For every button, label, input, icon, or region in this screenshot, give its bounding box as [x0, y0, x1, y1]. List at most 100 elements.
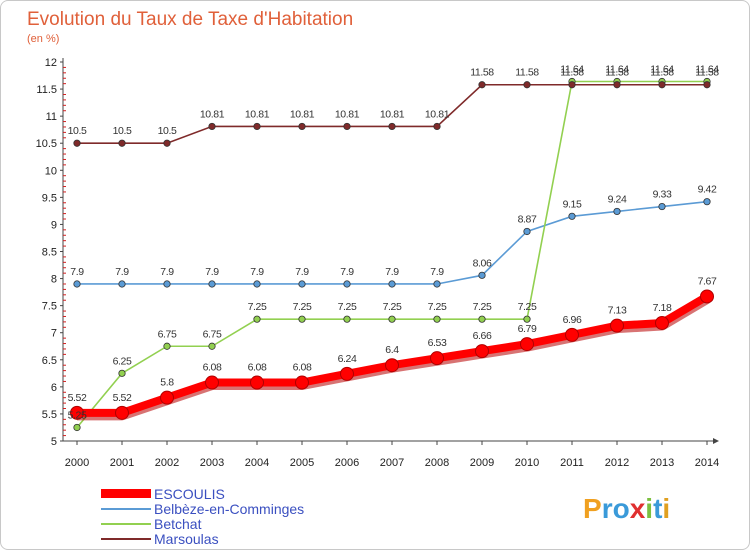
x-tick-label: 2010	[515, 457, 539, 469]
data-label: 6.79	[518, 323, 537, 335]
data-point	[340, 366, 354, 381]
data-label: 6.08	[203, 362, 222, 374]
y-tick-label: 8.5	[42, 247, 57, 259]
data-point	[343, 280, 351, 288]
data-label: 11.58	[695, 67, 719, 79]
data-label: 6.08	[293, 362, 312, 374]
data-point	[388, 280, 396, 288]
x-tick-label: 2013	[650, 457, 674, 469]
data-label: 7.25	[428, 301, 447, 313]
data-point	[700, 289, 714, 304]
x-axis-arrow	[713, 438, 719, 444]
data-label: 7.9	[205, 266, 219, 278]
data-point	[70, 405, 84, 420]
series-escoulis	[70, 289, 714, 421]
data-label: 10.81	[290, 108, 315, 120]
legend-label: Marsoulas	[154, 531, 219, 547]
data-label: 6.53	[428, 337, 447, 349]
data-label: 9.33	[653, 189, 672, 201]
data-point	[163, 139, 171, 147]
data-label: 8.87	[518, 213, 537, 225]
data-point	[523, 315, 531, 323]
y-tick-label: 10.5	[36, 138, 57, 150]
data-label: 9.15	[563, 198, 582, 210]
chart-subtitle: (en %)	[27, 33, 59, 45]
x-tick-label: 2014	[695, 457, 719, 469]
data-point	[118, 280, 126, 288]
data-point	[250, 375, 264, 390]
data-point	[295, 375, 309, 390]
data-point	[613, 207, 621, 216]
x-tick-label: 2012	[605, 457, 629, 469]
axes: 5 5.5 6 6.5 7 7.5 8 8.5 9 9.5 10 10.5 11 11.5 12 2000 20…	[36, 57, 720, 469]
data-label: 7.25	[383, 301, 402, 313]
series-layer	[70, 77, 714, 432]
data-point	[433, 315, 441, 323]
logo-letter: P	[583, 493, 602, 524]
data-label: 7.9	[430, 266, 444, 278]
legend-item: ESCOULIS	[101, 486, 225, 502]
data-label: 6.66	[473, 330, 492, 342]
data-label: 8.06	[473, 257, 492, 269]
data-point	[478, 81, 486, 89]
y-tick-label: 12	[45, 57, 57, 69]
data-label: 7.9	[340, 266, 354, 278]
data-point	[253, 122, 261, 131]
data-point	[433, 280, 441, 288]
y-tick-label: 9	[51, 219, 57, 231]
logo-letter: i	[662, 493, 670, 524]
data-label: 10.81	[425, 108, 450, 120]
y-tick-label: 8	[51, 274, 57, 286]
data-label: 11.58	[650, 67, 674, 79]
data-label: 10.81	[335, 108, 360, 120]
data-point	[430, 351, 444, 366]
logo-text: Proxiti	[583, 493, 670, 524]
data-label: 5.52	[68, 392, 87, 404]
data-label: 7.67	[698, 275, 717, 287]
data-label: 10.5	[113, 125, 132, 137]
x-tick-label: 2009	[470, 457, 494, 469]
data-label: 6.08	[248, 362, 267, 374]
y-tick-label: 9.5	[42, 192, 57, 204]
data-point	[118, 139, 126, 147]
series-belb-ze-en-comminges	[73, 198, 711, 288]
data-point	[298, 280, 306, 288]
data-label: 7.25	[338, 301, 357, 313]
data-label: 5.8	[160, 377, 174, 389]
x-tick-label: 2003	[200, 457, 224, 469]
proxiti-logo: Proxiti	[583, 493, 670, 524]
data-label: 7.9	[250, 266, 264, 278]
data-point	[613, 81, 621, 89]
x-tick-label: 2004	[245, 457, 269, 469]
legend-label: Belbèze-en-Comminges	[154, 501, 304, 517]
logo-letter: t	[653, 493, 662, 524]
data-label: 6.24	[338, 353, 357, 365]
data-label: 10.5	[158, 125, 177, 137]
data-label: 5.25	[68, 409, 87, 421]
data-point	[208, 342, 216, 350]
x-tick-label: 2011	[560, 457, 584, 469]
data-label: 7.25	[293, 301, 312, 313]
y-tick-label: 5.5	[42, 409, 57, 421]
legend-label: ESCOULIS	[154, 486, 225, 502]
data-point	[658, 81, 666, 89]
data-label: 5.52	[113, 392, 132, 404]
data-label: 11.64	[650, 63, 674, 75]
data-label: 6.4	[385, 344, 399, 356]
legend-item: Betchat	[101, 516, 202, 532]
data-point	[253, 315, 261, 323]
data-point	[385, 358, 399, 373]
data-label: 11.58	[560, 67, 584, 79]
data-label: 11.58	[605, 67, 629, 79]
data-label: 10.81	[245, 108, 270, 120]
data-label: 6.96	[563, 314, 582, 326]
data-point	[433, 122, 441, 131]
data-point	[655, 315, 669, 330]
data-point	[478, 271, 486, 279]
data-label: 7.9	[160, 266, 174, 278]
data-label: 7.9	[115, 266, 129, 278]
data-point	[523, 81, 531, 89]
series-marsoulas	[73, 81, 711, 147]
data-point	[475, 344, 489, 359]
